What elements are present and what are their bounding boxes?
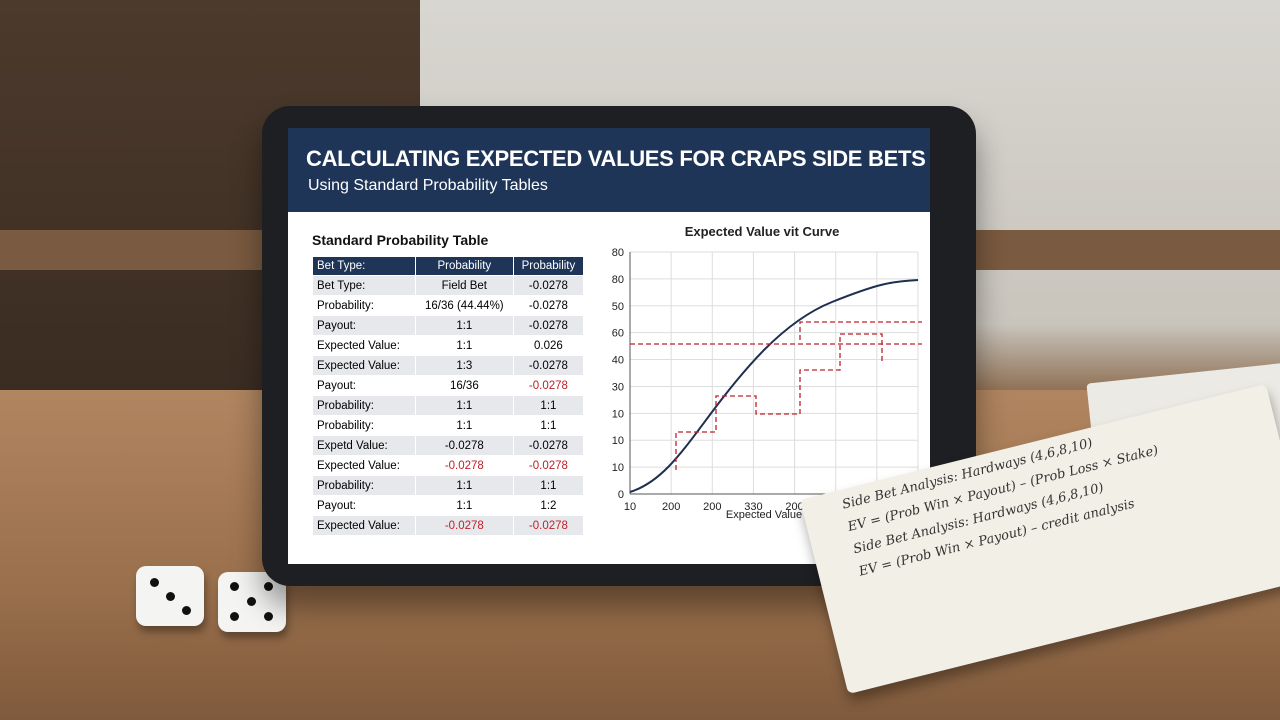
table-cell: Field Bet [414, 275, 514, 296]
chart: Expected Value vit Curve 80 80 50 60 40 30 10 1… [612, 224, 922, 521]
table-cell: Probability: [312, 395, 416, 416]
table-cell: Expected Value: [312, 355, 416, 376]
x-tick-label: 10 [624, 501, 636, 513]
table-cell: -0.0278 [512, 355, 585, 376]
y-tick-label: 50 [612, 301, 624, 313]
table-cell: Expected Value: [312, 455, 416, 476]
table-cell: Probability: [312, 295, 416, 316]
y-tick-label: 10 [612, 408, 624, 420]
column-header: Probability [414, 256, 514, 276]
x-tick-label: 200 [662, 501, 680, 513]
table-cell: 1:2 [512, 495, 585, 516]
table-row: Probability: 1:1 1:1 [312, 475, 585, 496]
y-tick-label: 40 [612, 355, 624, 367]
curve [629, 279, 919, 493]
y-tick-label: 80 [612, 274, 624, 286]
dashed-steps [630, 321, 922, 470]
y-tick-label: 80 [612, 247, 624, 259]
table-row: Payout: 1:1 -0.0278 [312, 315, 585, 336]
table-row: Payout: 1:1 1:2 [312, 495, 585, 516]
table-row: Expetd Value: -0.0278 -0.0278 [312, 435, 585, 456]
table-cell: -0.0278 [512, 515, 585, 536]
table-cell: 1:1 [414, 315, 514, 336]
header: CALCULATING EXPECTED VALUES FOR CRAPS SI… [288, 128, 930, 212]
table-cell: 1:1 [512, 395, 585, 416]
table-cell: Probability: [312, 475, 416, 496]
table-cell: 1:1 [414, 495, 514, 516]
table-cell: 1:1 [414, 475, 514, 496]
table-cell: 1:1 [414, 335, 514, 356]
x-tick-label: 200 [785, 501, 803, 513]
table-cell: 1:1 [414, 415, 514, 436]
table-row: Payout: 16/36 -0.0278 [312, 375, 585, 396]
table-cell: 1:1 [414, 395, 514, 416]
table-cell: 16/36 [414, 375, 514, 396]
column-header: Bet Type: [312, 256, 416, 276]
table-row: Probability: 1:1 1:1 [312, 415, 585, 436]
table-cell: 1:1 [512, 475, 585, 496]
y-tick-label: 10 [612, 435, 624, 447]
table-cell: Bet Type: [312, 275, 416, 296]
column-header: Probability [512, 256, 585, 276]
x-tick-label: 330 [744, 501, 762, 513]
table-cell: -0.0278 [414, 435, 514, 456]
table-row: Probability: 1:1 1:1 [312, 395, 585, 416]
y-tick-label: 60 [612, 328, 624, 340]
y-tick-label: 10 [612, 462, 624, 474]
table-row: Expected Value: 1:1 0.026 [312, 335, 585, 356]
table-cell: -0.0278 [512, 375, 585, 396]
die [136, 566, 204, 626]
table-cell: -0.0278 [512, 435, 585, 456]
x-axis-label: Expected Value [726, 509, 802, 521]
table-cell: -0.0278 [414, 515, 514, 536]
table-cell: 16/36 (44.44%) [414, 295, 514, 316]
x-tick-label: 200 [703, 501, 721, 513]
table-cell: 1:3 [414, 355, 514, 376]
table-cell: Expected Value: [312, 335, 416, 356]
title: CALCULATING EXPECTED VALUES FOR CRAPS SI… [306, 146, 926, 171]
subtitle: Using Standard Probability Tables [308, 177, 548, 194]
y-tick-label: 0 [618, 489, 624, 501]
table-cell: Payout: [312, 315, 416, 336]
table-cell: 0.026 [512, 335, 585, 356]
table-cell: Expetd Value: [312, 435, 416, 456]
table-cell: Probability: [312, 415, 416, 436]
table-cell: -0.0278 [512, 455, 585, 476]
table-cell: Payout: [312, 375, 416, 396]
table-row: Expected Value: -0.0278 -0.0278 [312, 455, 585, 476]
table-cell: 1:1 [512, 415, 585, 436]
y-tick-label: 30 [612, 381, 624, 393]
table-cell: Payout: [312, 495, 416, 516]
table-row: Probability: 16/36 (44.44%) -0.0278 [312, 295, 585, 316]
table-title: Standard Probability Table [312, 232, 489, 248]
table-cell: -0.0278 [512, 315, 585, 336]
table-cell: Expected Value: [312, 515, 416, 536]
table-row: Expected Value: -0.0278 -0.0278 [312, 515, 585, 536]
table-cell: -0.0278 [414, 455, 514, 476]
screen: CALCULATING EXPECTED VALUES FOR CRAPS SI… [288, 128, 930, 564]
probability-table: Bet Type: Probability Probability Bet Type:… [312, 256, 585, 536]
table-row: Expected Value: 1:3 -0.0278 [312, 355, 585, 376]
table-row: Bet Type: Field Bet -0.0278 [312, 275, 585, 296]
table-cell: -0.0278 [512, 275, 585, 296]
table-cell: -0.0278 [512, 295, 585, 316]
chart-title: Expected Value vit Curve [685, 224, 840, 239]
